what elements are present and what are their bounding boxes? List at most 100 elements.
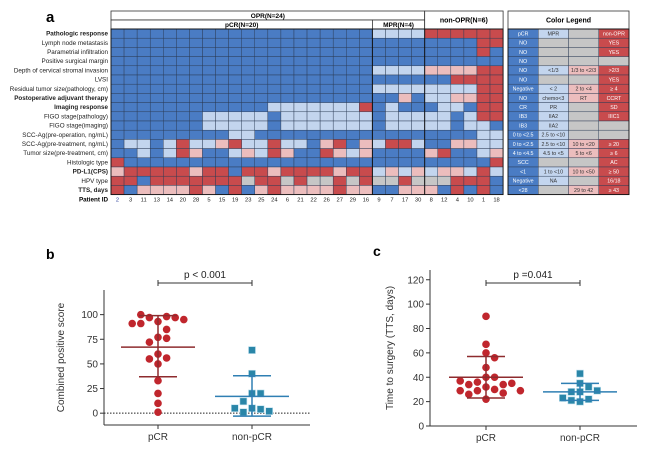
legend-cell <box>538 37 569 48</box>
data-point-pcr <box>137 319 145 328</box>
patient-id: 3 <box>129 198 132 204</box>
heatmap-cell <box>437 83 452 94</box>
heatmap-cell <box>254 129 269 140</box>
heatmap-cell <box>398 102 412 113</box>
y-tick-label: 100 <box>407 300 424 311</box>
heatmap-cell <box>346 175 360 186</box>
y-axis-label: Time to surgery (TTS, days) <box>385 286 396 410</box>
heatmap-cell <box>254 28 269 39</box>
heatmap-cell <box>372 185 386 195</box>
heatmap-cell <box>332 37 347 48</box>
heatmap-cell <box>228 74 242 85</box>
heatmap-cell <box>411 166 425 177</box>
legend-cell-label: NO <box>519 96 527 102</box>
patient-id: 8 <box>430 198 433 204</box>
patient-id: 6 <box>286 198 289 204</box>
heatmap-cell <box>228 83 242 94</box>
heatmap-cell <box>202 166 216 177</box>
heatmap-cell <box>489 148 504 159</box>
heatmap-cell <box>189 111 203 122</box>
heatmap-cell <box>437 185 452 195</box>
heatmap-cell <box>359 157 373 168</box>
legend-cell-label: Negative <box>513 179 534 185</box>
heatmap-cell <box>450 102 465 113</box>
heatmap-cell <box>280 56 295 67</box>
heatmap-cell <box>241 28 255 39</box>
heatmap-cell <box>267 129 282 140</box>
heatmap-cell <box>110 83 125 94</box>
heatmap-cell <box>489 129 504 140</box>
legend-cell-label: <28 <box>519 188 528 194</box>
heatmap-cell <box>149 65 164 76</box>
heatmap-cell <box>346 74 360 85</box>
heatmap-cell <box>476 166 491 177</box>
heatmap-cell <box>215 111 229 122</box>
heatmap-cell <box>424 148 438 159</box>
heatmap-cell <box>346 56 360 67</box>
heatmap-cell <box>163 111 177 122</box>
heatmap-cell <box>424 185 438 195</box>
heatmap-cell <box>359 74 373 85</box>
heatmap-cell <box>372 56 386 67</box>
heatmap-cell <box>398 28 412 39</box>
heatmap-cell <box>215 139 229 149</box>
heatmap-cell <box>332 65 347 76</box>
heatmap-cell <box>176 157 190 168</box>
heatmap-cell <box>280 28 295 39</box>
heatmap-cell <box>359 166 373 177</box>
group-header-mpr: MPR(N=4) <box>383 22 414 29</box>
heatmap-cell <box>254 148 269 159</box>
heatmap-cell <box>110 185 125 195</box>
heatmap-cell <box>189 175 203 186</box>
heatmap-cell <box>319 83 334 94</box>
heatmap-cell <box>149 37 164 48</box>
legend-cell <box>598 129 630 140</box>
row-label: TTS, days <box>78 187 108 194</box>
heatmap-cell <box>346 111 360 122</box>
heatmap-cell <box>280 139 295 149</box>
heatmap-cell <box>306 111 321 122</box>
heatmap-cell <box>398 175 412 186</box>
heatmap-cell <box>176 175 190 186</box>
x-tick-label: non-pCR <box>560 433 600 444</box>
heatmap-cell <box>489 120 504 131</box>
heatmap-cell <box>476 56 491 67</box>
heatmap-cell <box>489 166 504 177</box>
heatmap-cell <box>267 93 282 103</box>
legend-cell-label: chemo<3 <box>542 96 564 102</box>
group-header-non-opr: non-OPR(N=6) <box>440 18 488 25</box>
heatmap-cell <box>189 65 203 76</box>
heatmap-cell <box>254 83 269 94</box>
y-tick-label: 120 <box>407 275 424 286</box>
heatmap-cell <box>450 148 465 159</box>
heatmap-cell <box>463 74 478 85</box>
heatmap-cell <box>319 47 334 57</box>
data-point-pcr <box>128 319 136 328</box>
heatmap-cell <box>372 148 386 159</box>
heatmap-cell <box>385 157 399 168</box>
legend-cell-label: 2 to <4 <box>575 87 591 93</box>
legend-cell-label: 10 to <50 <box>573 169 595 175</box>
legend-cell-label: YES <box>609 50 620 56</box>
heatmap-cell <box>136 120 151 131</box>
heatmap-cell <box>163 83 177 94</box>
heatmap-cell <box>359 129 373 140</box>
heatmap-cell <box>110 65 125 76</box>
legend-cell <box>568 56 599 67</box>
heatmap-cell <box>293 129 308 140</box>
heatmap-cell <box>254 111 269 122</box>
patient-id: 26 <box>323 198 329 204</box>
data-point-pcr <box>154 389 162 398</box>
heatmap-cell <box>398 148 412 159</box>
heatmap-cell <box>463 175 478 186</box>
heatmap-cell <box>489 93 504 103</box>
heatmap-cell <box>476 148 491 159</box>
data-point-pcr <box>145 338 154 347</box>
data-point-pcr <box>465 380 473 389</box>
data-point-non-pcr <box>265 407 274 416</box>
heatmap-cell <box>189 129 203 140</box>
heatmap-cell <box>463 111 478 122</box>
y-tick-label: 25 <box>87 384 99 395</box>
heatmap-cell <box>215 185 229 195</box>
heatmap-cell <box>241 157 255 168</box>
